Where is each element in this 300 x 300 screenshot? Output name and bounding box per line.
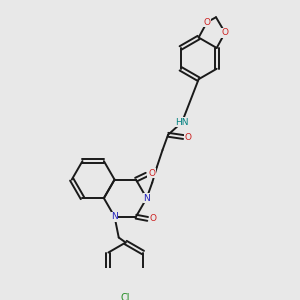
Text: HN: HN (175, 118, 188, 127)
Text: O: O (185, 133, 192, 142)
Text: O: O (148, 169, 155, 178)
Text: HN: HN (175, 118, 188, 127)
Text: N: N (143, 194, 150, 202)
Text: O: O (221, 28, 229, 37)
Text: O: O (149, 214, 156, 224)
Text: O: O (203, 18, 211, 27)
Text: N: N (111, 212, 118, 221)
Text: Cl: Cl (121, 292, 130, 300)
Text: N: N (143, 194, 150, 202)
Text: N: N (111, 212, 118, 221)
Text: N: N (143, 194, 150, 202)
